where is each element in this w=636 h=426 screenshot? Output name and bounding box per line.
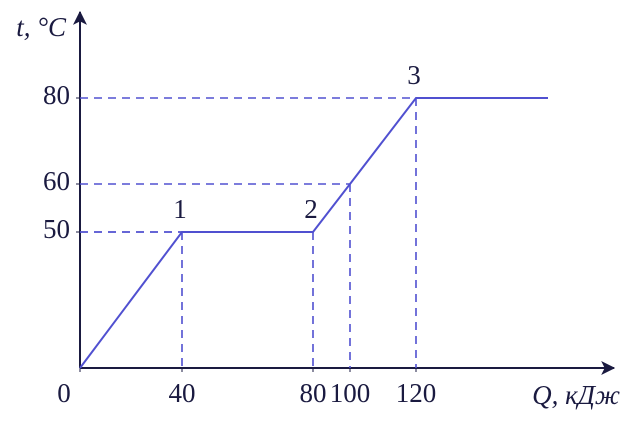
x-tick-label: 80 [300, 378, 327, 408]
point-label: 3 [407, 60, 421, 90]
point-label: 1 [173, 194, 187, 224]
y-tick-label: 80 [43, 80, 70, 110]
y-axis-label: t, °C [16, 12, 67, 42]
x-tick-label: 40 [169, 378, 196, 408]
data-line [79, 97, 548, 369]
x-tick-label: 100 [330, 378, 371, 408]
y-tick-label: 60 [43, 166, 70, 196]
point-label: 2 [304, 194, 318, 224]
x-axis-label: Q, кДж [532, 380, 620, 410]
x-tick-label: 0 [57, 378, 71, 408]
x-tick-label: 120 [396, 378, 437, 408]
y-tick-label: 50 [43, 214, 70, 244]
